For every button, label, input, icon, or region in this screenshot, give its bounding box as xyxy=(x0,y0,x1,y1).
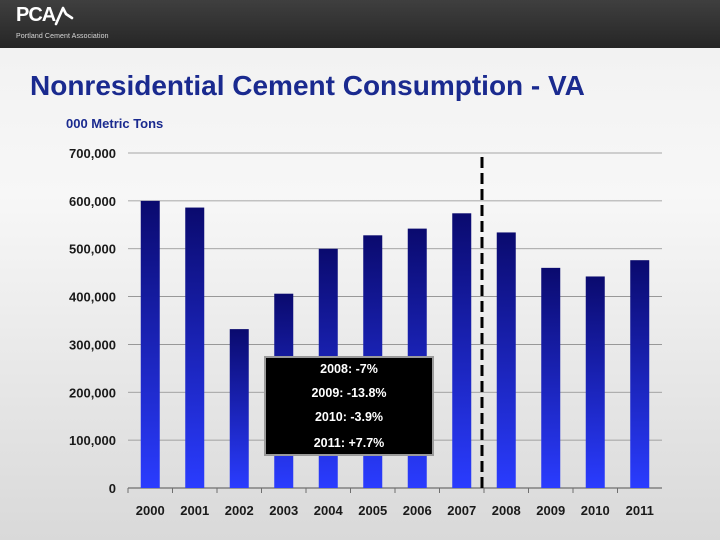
chart-y-tick-labels: 0 100,000 200,000 300,000 400,000 500,000 600,… xyxy=(69,146,116,496)
x-tick-label-2006: 2006 xyxy=(403,503,432,518)
slide-title: Nonresidential Cement Consumption - VA xyxy=(30,70,585,101)
x-tick-label-2004: 2004 xyxy=(314,503,344,518)
bar-2000 xyxy=(140,200,160,488)
annotation-2010: 2010: -3.9% xyxy=(314,410,384,424)
x-tick-label-2002: 2002 xyxy=(225,503,254,518)
x-tick-label-2008: 2008 xyxy=(492,503,521,518)
y-tick-label: 500,000 xyxy=(69,242,116,257)
y-tick-label: 0 xyxy=(109,481,116,496)
annotation-2011: 2011: +7.7% xyxy=(313,436,385,450)
x-tick-label-2011: 2011 xyxy=(626,503,654,518)
x-tick-label-2010: 2010 xyxy=(581,503,610,518)
bar-2010 xyxy=(585,276,605,488)
y-tick-label: 300,000 xyxy=(69,337,116,352)
y-tick-label: 700,000 xyxy=(69,146,116,161)
bar-2009 xyxy=(541,267,561,488)
x-tick-label-2001: 2001 xyxy=(180,503,209,518)
x-tick-label-2000: 2000 xyxy=(136,503,165,518)
header-bar: PCA Portland Cement Association xyxy=(0,0,720,48)
bar-2011 xyxy=(630,260,650,488)
chart-gridlines xyxy=(127,152,662,493)
pca-logo-swoosh-icon xyxy=(54,6,74,26)
annotation-2009: 2009: -13.8% xyxy=(311,386,387,400)
annotation-box: 2008: -7% 2009: -13.8% 2010: -3.9% 2011:… xyxy=(264,356,434,456)
x-tick-label-2009: 2009 xyxy=(536,503,565,518)
bar-2001 xyxy=(185,207,205,489)
x-tick-label-2005: 2005 xyxy=(358,503,387,518)
chart-x-tick-labels: 2000 2001 2002 2003 2004 2005 2006 2007 2008 2009… xyxy=(136,503,654,518)
pca-logo-text: PCA xyxy=(16,4,56,26)
units-label: 000 Metric Tons xyxy=(66,116,164,131)
bar-2007 xyxy=(452,213,472,489)
x-tick-label-2007: 2007 xyxy=(447,503,476,518)
y-tick-label: 400,000 xyxy=(69,290,116,305)
y-tick-label: 600,000 xyxy=(69,194,116,209)
y-tick-label: 100,000 xyxy=(69,433,116,448)
y-tick-label: 200,000 xyxy=(69,385,116,400)
bar-2002 xyxy=(229,329,249,488)
bar-2008 xyxy=(496,232,516,488)
x-tick-label-2003: 2003 xyxy=(269,503,298,518)
annotation-2008: 2008: -7% xyxy=(320,362,378,376)
pca-logo-subtitle: Portland Cement Association xyxy=(16,33,109,40)
